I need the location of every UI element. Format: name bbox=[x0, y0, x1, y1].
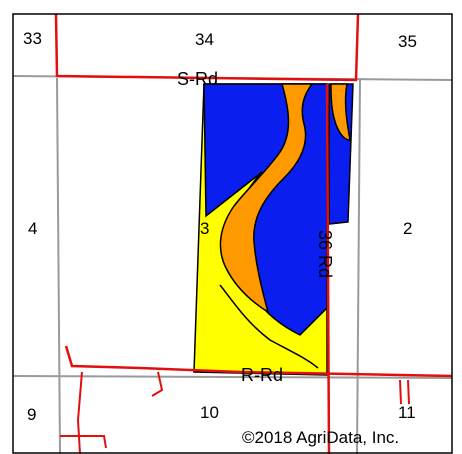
section-label-35: 35 bbox=[398, 32, 417, 51]
road-r-rd[interactable] bbox=[64, 345, 453, 378]
soil-zone-orange[interactable] bbox=[219, 83, 314, 314]
section-label-33: 33 bbox=[23, 29, 42, 48]
road-36-rd[interactable] bbox=[325, 83, 331, 454]
section-label-10: 10 bbox=[200, 403, 219, 422]
road-label-s-rd: S-Rd bbox=[177, 69, 218, 89]
section-label-4: 4 bbox=[28, 219, 37, 238]
road-label-r-rd: R-Rd bbox=[241, 365, 283, 385]
copyright-text: ©2018 AgriData, Inc. bbox=[242, 428, 399, 447]
road-s-rd[interactable] bbox=[54, 13, 360, 82]
road-stub-4 bbox=[399, 379, 410, 405]
road-stub-1 bbox=[76, 371, 83, 454]
section-label-3: 3 bbox=[200, 219, 209, 238]
soil-zone-orange-east[interactable] bbox=[330, 83, 351, 141]
road-stub-2 bbox=[60, 435, 107, 449]
section-label-2: 2 bbox=[403, 219, 412, 238]
section-label-9: 9 bbox=[27, 405, 36, 424]
section-line-south bbox=[12, 375, 453, 379]
section-line-east bbox=[356, 77, 361, 454]
soil-boundary-line bbox=[219, 284, 319, 369]
road-label-36-rd: 36 Rd bbox=[315, 230, 335, 278]
map-border bbox=[12, 13, 453, 454]
section-line-west bbox=[56, 77, 61, 454]
section-label-11: 11 bbox=[398, 403, 416, 422]
road-stub-3 bbox=[151, 371, 164, 397]
section-label-34: 34 bbox=[195, 30, 214, 49]
